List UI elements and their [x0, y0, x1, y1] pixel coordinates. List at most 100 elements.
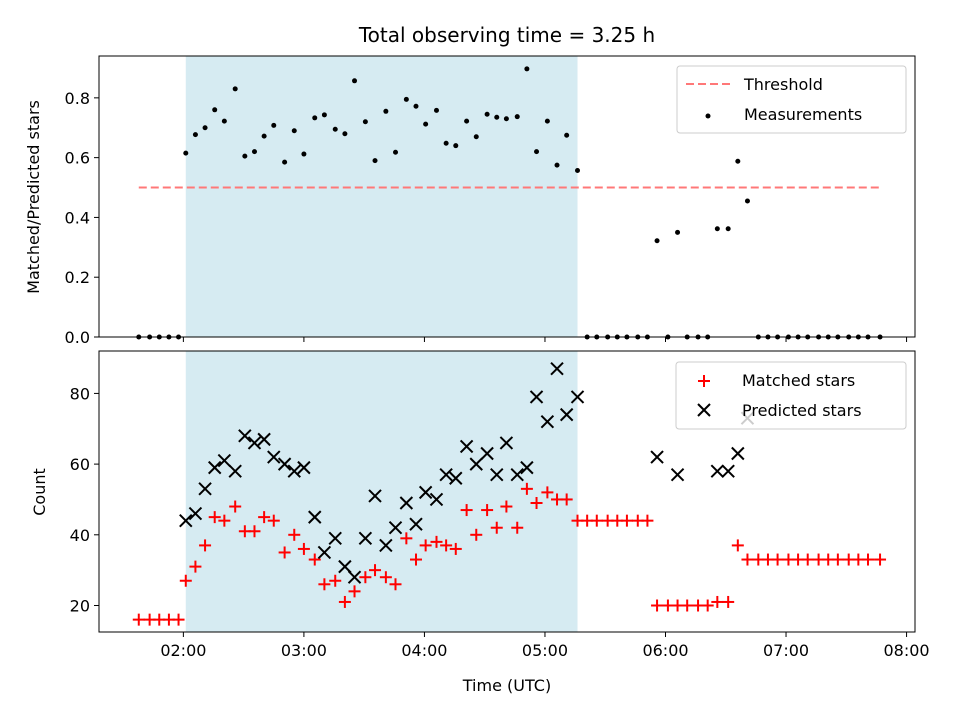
measurement-point: [554, 162, 560, 168]
top-panel: 0.0 0.2 0.4 0.6 0.8: [65, 55, 916, 347]
predicted-marker-b: [570, 390, 585, 404]
measurement-point: [362, 119, 368, 125]
measurement-point: [443, 140, 449, 146]
x-tick-label: 02:00: [160, 641, 206, 660]
predicted-star-point: [550, 361, 564, 376]
predicted-marker-b: [529, 390, 544, 404]
predicted-star-point: [418, 485, 433, 500]
top-observing-window: [185, 56, 578, 337]
predicted-star-point: [287, 464, 301, 478]
predicted-marker-b: [731, 446, 745, 461]
predicted-marker-b: [510, 468, 524, 482]
bottom-legend-box: [675, 361, 907, 430]
predicted-star-point: [328, 531, 342, 546]
matched-star-point: [359, 571, 372, 584]
predicted-star-point: [338, 559, 352, 574]
matched-star-point: [641, 514, 654, 527]
predicted-marker-b: [267, 450, 281, 464]
predicted-star-point: [499, 436, 514, 450]
top-y-tick-label: 0.6: [65, 149, 90, 168]
predicted-star-point: [510, 468, 524, 482]
top-y-tick-label: 0.0: [65, 328, 90, 347]
x-tick-label: 08:00: [884, 641, 930, 660]
predicted-marker-b: [710, 464, 725, 478]
measurement-point: [332, 126, 338, 132]
predicted-star-point: [379, 538, 393, 553]
x-axis-label: Time (UTC): [462, 676, 551, 695]
predicted-star-point: [317, 545, 332, 560]
matched-star-point: [771, 553, 784, 566]
matched-star-point: [801, 553, 814, 566]
predicted-star-point: [198, 482, 212, 496]
predicted-marker-b: [388, 521, 403, 535]
predicted-star-point: [267, 450, 281, 464]
predicted-star-point: [257, 432, 271, 447]
predicted-star-point: [570, 390, 585, 404]
predicted-marker-b: [459, 439, 474, 454]
matched-star-point: [132, 613, 145, 626]
matched-star-point: [430, 535, 443, 548]
matched-star-point: [541, 486, 554, 499]
predicted-star-point: [439, 468, 453, 482]
predicted-star-point: [721, 464, 735, 478]
measurement-point: [312, 115, 318, 121]
matched-star-point: [329, 574, 342, 587]
predicted-star-point: [179, 513, 193, 528]
matched-star-point: [297, 542, 310, 555]
matched-star-point: [449, 542, 462, 555]
matched-star-point: [379, 571, 392, 584]
predicted-marker-b: [198, 482, 212, 496]
matched-star-point: [701, 599, 714, 612]
matched-star-point: [172, 613, 185, 626]
matched-star-point: [419, 539, 432, 552]
predicted-star-point: [731, 446, 745, 461]
predicted-marker-b: [287, 464, 301, 478]
x-tick-label: 03:00: [281, 641, 327, 660]
matched-star-point: [874, 553, 887, 566]
matched-star-point: [722, 595, 735, 608]
predicted-star-point: [368, 489, 382, 503]
matched-star-point: [288, 528, 301, 541]
predicted-marker-b: [490, 468, 504, 482]
predicted-star-point: [480, 446, 494, 461]
matched-star-point: [278, 546, 291, 559]
matched-star-point: [470, 528, 483, 541]
measurement-point: [251, 149, 257, 155]
predicted-marker-b: [297, 460, 311, 475]
predicted-star-point: [710, 464, 725, 478]
matched-star-point: [460, 504, 473, 517]
measurement-point: [675, 229, 681, 235]
predicted-star-point: [670, 468, 685, 482]
predicted-marker-b: [439, 468, 453, 482]
predicted-star-point: [650, 450, 664, 464]
matched-star-point: [731, 539, 744, 552]
measurement-point: [654, 238, 660, 244]
predicted-star-point: [277, 457, 292, 471]
matched-star-point: [511, 521, 524, 534]
top-legend: Threshold Measurements: [676, 65, 907, 134]
matched-star-point: [681, 599, 694, 612]
bottom-y-axis-label: Count: [30, 468, 49, 516]
matched-legend-swatch: [698, 375, 710, 387]
measurement-point: [433, 107, 439, 113]
predicted-marker-b: [409, 517, 423, 531]
predicted-marker-b: [317, 545, 332, 560]
matched-legend-label: Matched stars: [742, 371, 855, 390]
measurement-point: [413, 103, 419, 109]
predicted-star-point: [217, 453, 232, 468]
measurement-point: [494, 114, 500, 120]
measurement-point: [192, 132, 198, 138]
measurement-point: [242, 153, 248, 159]
predicted-star-point: [540, 414, 555, 429]
predicted-marker-b: [429, 492, 444, 507]
predicted-star-point: [188, 506, 203, 521]
measurement-point: [212, 107, 218, 113]
predicted-marker-b: [520, 460, 534, 475]
matched-star-point: [248, 525, 261, 538]
predicted-star-point: [208, 460, 222, 475]
matched-star-point: [590, 514, 603, 527]
predicted-star-point: [297, 460, 311, 475]
matched-star-point: [338, 595, 351, 608]
matched-star-point: [199, 539, 212, 552]
